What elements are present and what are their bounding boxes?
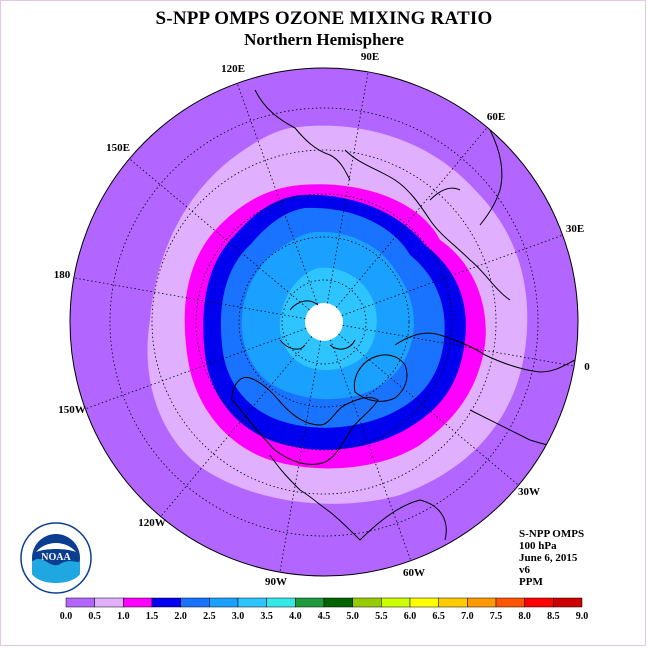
lon-label-30e: 30E [566, 223, 584, 235]
coastline-south-america [359, 499, 447, 541]
latitude-circle-80 [281, 279, 367, 365]
meridian-line [338, 333, 519, 486]
latitude-circle-70 [238, 236, 410, 408]
info-date: June 6, 2015 [519, 552, 578, 564]
meridian-lines [73, 71, 575, 573]
info-version: v6 [519, 564, 530, 576]
lon-label-60w: 60W [403, 567, 425, 579]
meridian-line [236, 83, 318, 305]
noaa-logo-wordmark: NOAA [41, 552, 71, 563]
latitude-circle-60 [195, 193, 453, 451]
graticule [73, 71, 575, 573]
map-subtitle: Northern Hemisphere [244, 30, 404, 49]
lon-label-120e: 120E [221, 63, 245, 75]
north-pole-no-data [305, 303, 343, 341]
meridian-line [129, 158, 310, 311]
info-level: 100 hPa [519, 540, 557, 552]
coastline-europe [394, 332, 576, 373]
lon-label-30w: 30W [518, 486, 540, 498]
lon-label-150e: 150E [106, 142, 130, 154]
coastline-greenland [353, 354, 408, 402]
coastline-east-asia [254, 89, 351, 181]
noaa-logo: NOAA [20, 522, 92, 594]
lon-label-180: 180 [54, 269, 71, 281]
lon-label-120w: 120W [138, 517, 166, 529]
longitude-labels: 90E 60E 30E 0 30W 60W 90W 120W 150W 180 … [54, 51, 591, 588]
latitude-circle-50 [151, 149, 497, 495]
info-instrument: S-NPP OMPS [519, 528, 585, 540]
latitude-circle-40 [109, 107, 539, 537]
lon-label-150w: 150W [58, 404, 86, 416]
lon-label-0: 0 [584, 361, 590, 373]
coastline-central-america [269, 454, 361, 541]
map-disk-border [69, 67, 579, 577]
info-units: PPM [519, 576, 543, 588]
map-title: S-NPP OMPS OZONE MIXING RATIO [155, 8, 493, 29]
coastlines [231, 89, 576, 541]
lon-label-90e: 90E [361, 51, 379, 63]
lon-label-60e: 60E [487, 111, 505, 123]
meridian-line [335, 127, 488, 308]
coastline-asia [344, 149, 511, 301]
lon-label-90w: 90W [265, 576, 287, 588]
coastline-india-arabia [429, 129, 503, 226]
meridian-line [85, 328, 307, 410]
